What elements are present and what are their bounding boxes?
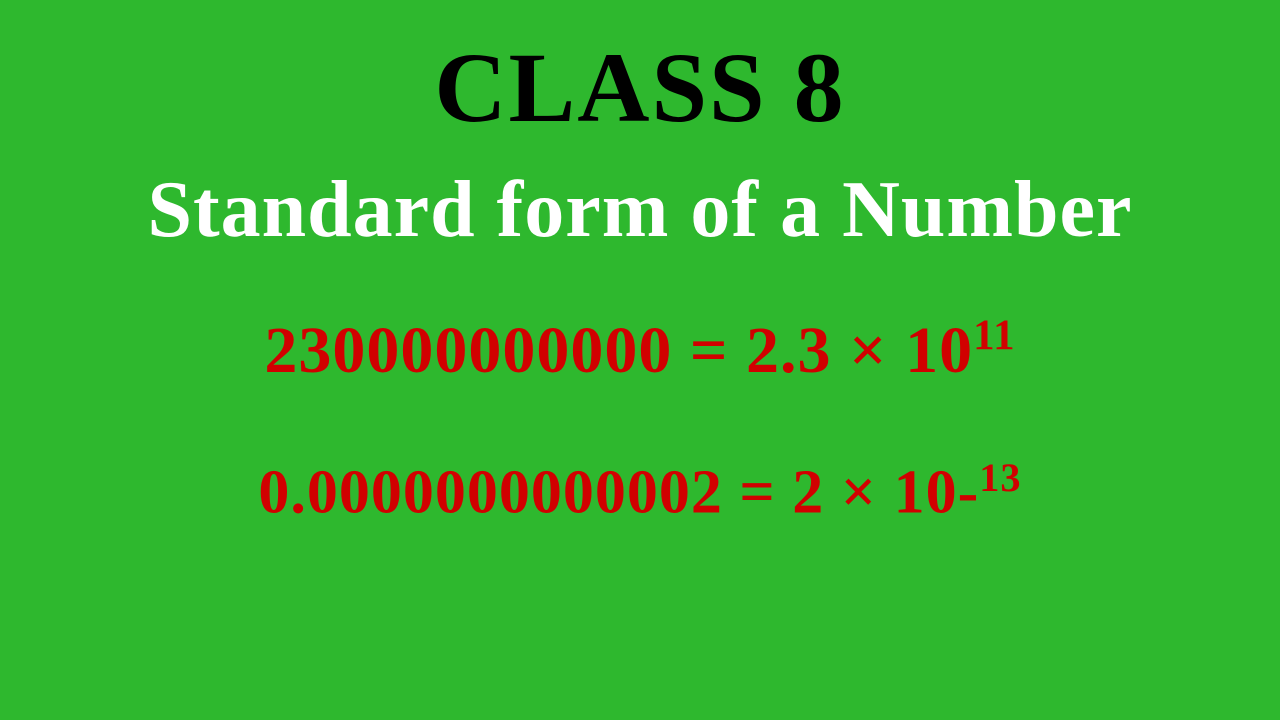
equation-2-lhs: 0.0000000000002 [258,459,723,527]
subtitle: Standard form of a Number [0,165,1280,256]
equation-1-rhs-base: 2.3 × 10 [746,314,973,387]
equation-2-exponent: 13 [979,455,1021,500]
equals-sign: = [690,314,746,387]
equation-1-exponent: 11 [973,312,1016,359]
equals-sign: = [739,459,792,527]
equation-2-rhs-base: 2 × 10 [792,459,957,527]
equation-2: 0.0000000000002 = 2 × 10-13 [0,454,1280,529]
equation-2-exp-minus: - [958,459,980,527]
equation-1-lhs: 230000000000 [264,314,672,387]
equation-1: 230000000000 = 2.3 × 1011 [0,311,1280,389]
class-title: CLASS 8 [0,0,1280,145]
